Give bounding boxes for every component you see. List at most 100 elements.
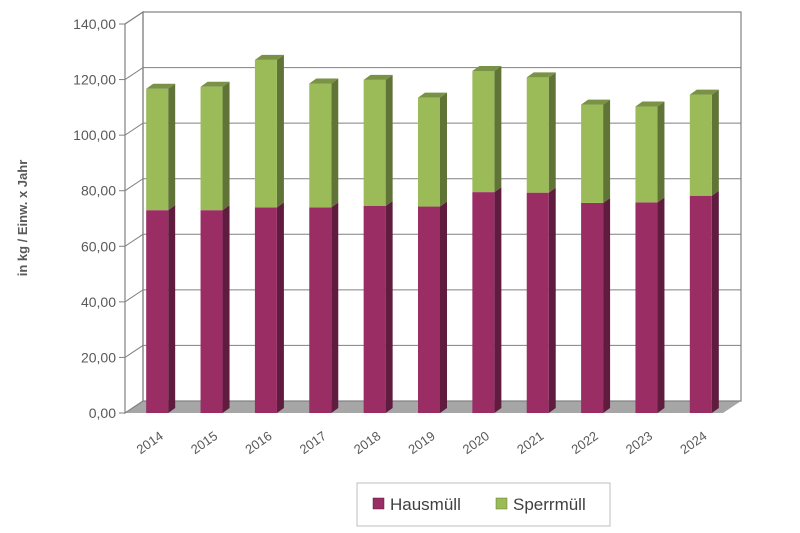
- bar-front: [146, 88, 169, 211]
- y-tick-label: 60,00: [81, 238, 116, 254]
- side-wall: [124, 10, 144, 415]
- bar-hausm-ll-2023: [635, 197, 665, 413]
- bar-front: [309, 83, 332, 208]
- legend-label-hausmuell: Hausmüll: [390, 495, 461, 514]
- bar-side: [331, 78, 339, 208]
- x-tick-label: 2016: [242, 428, 274, 457]
- bar-hausm-ll-2018: [363, 200, 393, 413]
- bar-side: [548, 72, 556, 193]
- bar-front: [363, 205, 386, 413]
- y-tick-label: 120,00: [73, 72, 116, 88]
- legend: Hausmüll Sperrmüll: [356, 482, 611, 527]
- bar-top: [635, 101, 665, 107]
- bar-front: [363, 79, 386, 206]
- bar-top: [581, 99, 611, 105]
- y-tick-label: 20,00: [81, 349, 116, 365]
- x-tick-label: 2022: [569, 428, 601, 457]
- bar-front: [418, 97, 440, 207]
- legend-box: [356, 482, 611, 527]
- bar-side: [385, 200, 393, 413]
- bar-front: [254, 207, 277, 413]
- bar-top: [526, 72, 556, 78]
- bar-side: [331, 202, 339, 413]
- bar-side: [276, 202, 284, 413]
- bars: [146, 54, 719, 413]
- bar-front: [689, 94, 712, 196]
- y-tick-label: 100,00: [73, 127, 116, 143]
- x-tick-label: 2019: [405, 428, 437, 457]
- legend-swatch-sperrmuell: [495, 497, 508, 510]
- bar-front: [689, 195, 712, 413]
- bar-front: [526, 77, 549, 193]
- bar-front: [309, 207, 332, 413]
- bar-side: [711, 89, 719, 196]
- y-axis-ticks: 0,00 20,00 40,00 60,00 80,00 100,00 120,00 140,…: [73, 16, 125, 421]
- bar-sperrm-ll-2020: [472, 65, 502, 193]
- y-tick-label: 0,00: [89, 405, 116, 421]
- bar-top: [146, 83, 176, 89]
- bar-side: [603, 99, 611, 203]
- bar-sperrm-ll-2024: [689, 89, 719, 196]
- y-tick-label: 40,00: [81, 294, 116, 310]
- bar-hausm-ll-2020: [472, 187, 502, 413]
- x-tick-label: 2023: [623, 428, 655, 457]
- bar-side: [494, 187, 502, 413]
- bar-side: [440, 201, 447, 413]
- bar-top: [689, 89, 719, 95]
- bar-front: [254, 59, 277, 208]
- bar-hausm-ll-2019: [418, 201, 447, 413]
- bar-sperrm-ll-2022: [581, 99, 611, 203]
- bar-side: [276, 54, 284, 208]
- y-tick-label: 80,00: [81, 183, 116, 199]
- gridline: [124, 11, 741, 25]
- bar-front: [581, 104, 604, 203]
- x-tick-label: 2015: [188, 428, 220, 457]
- bar-front: [635, 202, 658, 413]
- bar-side: [657, 101, 665, 203]
- bar-side: [440, 92, 447, 207]
- bar-side: [494, 65, 502, 193]
- bar-sperrm-ll-2023: [635, 101, 665, 203]
- bar-sperrm-ll-2021: [526, 72, 556, 193]
- bar-top: [200, 81, 230, 87]
- bar-front: [146, 210, 169, 413]
- bar-hausm-ll-2024: [689, 190, 719, 413]
- bar-top: [363, 74, 393, 80]
- bar-front: [581, 202, 604, 413]
- bar-front: [635, 106, 658, 203]
- x-tick-label: 2024: [677, 428, 709, 457]
- x-tick-label: 2014: [134, 428, 166, 457]
- bar-side: [222, 81, 230, 211]
- bar-sperrm-ll-2015: [200, 81, 230, 211]
- bar-top: [309, 78, 339, 84]
- y-axis-label: in kg / Einw. x Jahr: [15, 160, 30, 277]
- bar-sperrm-ll-2017: [309, 78, 339, 208]
- y-tick-label: 140,00: [73, 16, 116, 32]
- bar-hausm-ll-2014: [146, 205, 176, 413]
- bar-hausm-ll-2022: [581, 197, 611, 413]
- x-tick-label: 2018: [351, 428, 383, 457]
- bar-top: [472, 65, 502, 71]
- bar-sperrm-ll-2018: [363, 74, 393, 206]
- x-tick-label: 2017: [297, 428, 329, 457]
- bar-sperrm-ll-2016: [254, 54, 284, 208]
- bar-side: [603, 197, 611, 413]
- bar-side: [548, 187, 556, 413]
- legend-label-sperrmuell: Sperrmüll: [513, 495, 586, 514]
- bar-front: [418, 206, 440, 413]
- bar-side: [168, 83, 176, 211]
- x-tick-label: 2021: [514, 428, 546, 457]
- bar-front: [472, 192, 495, 413]
- bar-hausm-ll-2021: [526, 187, 556, 413]
- bar-side: [385, 74, 393, 206]
- bar-side: [168, 205, 176, 413]
- gridline: [124, 67, 741, 80]
- bar-front: [472, 70, 495, 193]
- legend-swatch-hausmuell: [372, 497, 385, 510]
- bar-hausm-ll-2017: [309, 202, 339, 413]
- bar-front: [200, 210, 223, 413]
- x-tick-label: 2020: [460, 428, 492, 457]
- bar-front: [526, 192, 549, 413]
- bar-side: [222, 205, 230, 413]
